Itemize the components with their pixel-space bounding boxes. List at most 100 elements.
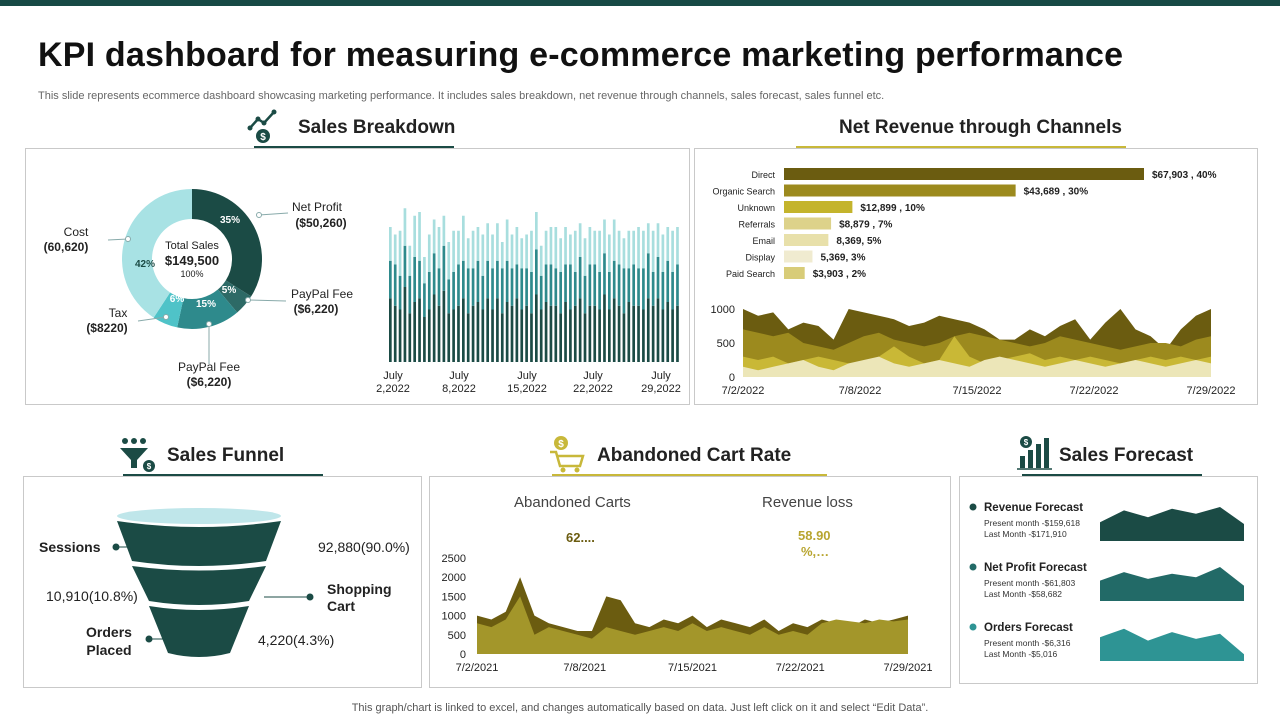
abandoned-carts-value: 62.... bbox=[566, 530, 595, 545]
channel-label: Unknown bbox=[737, 203, 775, 213]
stacked-bar-segment bbox=[651, 272, 655, 306]
donut-center-title: Total Sales bbox=[165, 240, 219, 252]
stacked-bar-segment bbox=[471, 230, 475, 269]
sales-funnel-chart: Sessions 92,880(90.0%) 10,910(10.8%) Sho… bbox=[39, 508, 410, 658]
stacked-bar-segment bbox=[437, 227, 441, 269]
stacked-bar-segment bbox=[661, 309, 665, 362]
stacked-bar-segment bbox=[520, 309, 524, 362]
x-tick-label: 7/2/2021 bbox=[456, 662, 499, 674]
stacked-bar-segment bbox=[627, 268, 631, 302]
stacked-bar-segment bbox=[564, 264, 567, 302]
donut-seg-label: 35% bbox=[220, 215, 240, 226]
x-tick-label: 7/15/2021 bbox=[668, 662, 717, 674]
funnel-top-rim bbox=[117, 508, 281, 524]
y-tick-label: 2000 bbox=[442, 572, 466, 584]
forecast-bullet bbox=[969, 623, 977, 631]
footer-note: This graph/chart is linked to excel, and… bbox=[351, 702, 929, 714]
stacked-bar-segment bbox=[398, 309, 402, 362]
channel-data-label: $8,879 , 7% bbox=[839, 220, 892, 231]
stacked-bar-segment bbox=[583, 275, 587, 314]
stacked-bar-segment bbox=[622, 268, 626, 314]
funnel-icon: $ bbox=[120, 438, 155, 472]
stacked-bar-segment bbox=[418, 260, 421, 299]
stacked-bar-segment bbox=[617, 264, 621, 306]
stacked-bar-segment bbox=[598, 309, 601, 362]
channel-bar bbox=[784, 267, 805, 279]
stacked-bar-segment bbox=[515, 227, 519, 265]
x-tick-label: July bbox=[517, 370, 537, 382]
stacked-bar-segment bbox=[608, 309, 611, 362]
stacked-bar-segment bbox=[671, 309, 674, 362]
stacked-bar-segment bbox=[632, 230, 636, 265]
channel-label: Display bbox=[745, 253, 775, 263]
stacked-bar-segment bbox=[408, 245, 412, 276]
section-underline bbox=[254, 146, 454, 149]
forecast-present: Present month -$159,618 bbox=[984, 518, 1080, 528]
y-tick-label: 1000 bbox=[711, 304, 735, 316]
stacked-bar-segment bbox=[515, 264, 519, 299]
revenue-loss-value-2: %,… bbox=[801, 544, 830, 559]
x-tick-label: 8,2022 bbox=[442, 383, 476, 395]
forecast-last: Last Month -$171,910 bbox=[984, 529, 1067, 539]
section-underline bbox=[123, 474, 323, 477]
stacked-bar-segment bbox=[593, 264, 597, 306]
forecast-item: Revenue Forecast Present month -$159,618… bbox=[969, 502, 1083, 539]
funnel-cart-label-1: Shopping bbox=[327, 581, 392, 597]
stacked-bar-segment bbox=[403, 245, 407, 287]
stacked-bar-segment bbox=[442, 215, 446, 246]
stacked-bar-segment bbox=[569, 309, 572, 362]
stacked-bar-segment bbox=[637, 268, 640, 306]
x-tick-label: July bbox=[651, 370, 671, 382]
stacked-bar-segment bbox=[432, 253, 436, 295]
channel-data-label: 5,369, 3% bbox=[820, 253, 865, 264]
stacked-bar-segment bbox=[427, 309, 431, 362]
stacked-bar-segment bbox=[539, 309, 543, 362]
stacked-bar-segment bbox=[559, 272, 563, 314]
svg-text:$: $ bbox=[260, 132, 266, 143]
forecast-item: Orders Forecast Present month -$6,316 La… bbox=[969, 622, 1073, 659]
stacked-bar-segment bbox=[646, 253, 650, 299]
stacked-bar-segment bbox=[564, 227, 567, 265]
abandoned-cart-area-chart: 0 500 1000 1500 2000 2500 7/2/2021 7/8/2021 7/15… bbox=[442, 553, 933, 674]
stacked-bar-segment bbox=[389, 227, 392, 261]
stacked-bar-segment bbox=[481, 309, 485, 362]
x-tick-label: 29,2022 bbox=[641, 383, 681, 395]
stacked-bar-segment bbox=[651, 305, 655, 362]
stacked-bar-segment bbox=[549, 227, 553, 265]
section-title-abandoned-cart: Abandoned Cart Rate bbox=[597, 445, 792, 466]
stacked-bar-segment bbox=[656, 223, 660, 257]
y-tick-label: 500 bbox=[717, 338, 735, 350]
stacked-bar-segment bbox=[476, 227, 480, 261]
donut-slice bbox=[217, 280, 252, 313]
section-title-sales-forecast: Sales Forecast bbox=[1059, 445, 1194, 466]
label-net-profit: Net Profit bbox=[292, 200, 343, 214]
svg-text:$: $ bbox=[1024, 438, 1029, 447]
stacked-bar-segment bbox=[671, 230, 674, 272]
stacked-bar-segment bbox=[539, 275, 543, 310]
stacked-bar-segment bbox=[530, 230, 533, 272]
stacked-bar-segment bbox=[520, 238, 524, 269]
stacked-bar-segment bbox=[505, 219, 509, 261]
stacked-bar-segment bbox=[408, 275, 412, 314]
value-tax: ($8220) bbox=[86, 321, 127, 335]
stacked-bar-segment bbox=[491, 309, 494, 362]
stacked-bar-segment bbox=[393, 305, 397, 362]
stacked-bar-segment bbox=[603, 294, 606, 362]
stacked-bar-segment bbox=[671, 272, 674, 310]
label-tax: Tax bbox=[109, 306, 128, 320]
revenue-loss-value-1: 58.90 bbox=[798, 528, 831, 543]
stacked-bar-segment bbox=[442, 290, 446, 362]
channel-label: Organic Search bbox=[712, 187, 775, 197]
sales-breakdown-donut-chart: 35% 42% 5% 15% 6% Total Sales $149,500 1… bbox=[44, 189, 353, 389]
channel-bar bbox=[784, 201, 853, 213]
revenue-loss-title: Revenue loss bbox=[762, 494, 853, 511]
stacked-bar-segment bbox=[427, 234, 431, 272]
stacked-bar-segment bbox=[510, 268, 514, 306]
stacked-bar-segment bbox=[583, 238, 587, 276]
label-paypal-fee: PayPal Fee bbox=[291, 287, 353, 301]
stacked-bar-segment bbox=[603, 253, 606, 295]
stacked-bar-segment bbox=[500, 242, 504, 269]
stacked-bar-segment bbox=[539, 245, 543, 276]
donut-slice bbox=[121, 189, 192, 318]
page-title: KPI dashboard for measuring e-commerce m… bbox=[38, 36, 1124, 74]
